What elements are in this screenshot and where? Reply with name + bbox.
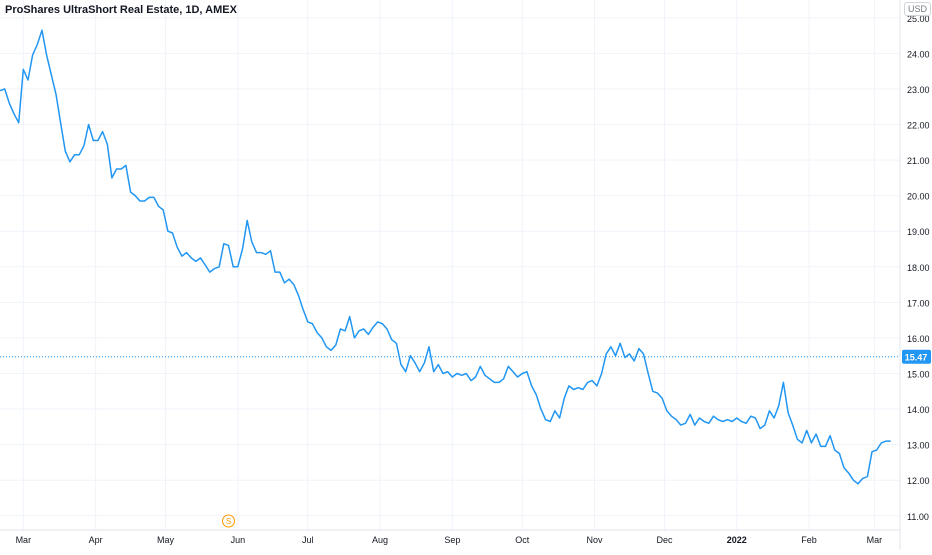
y-tick-label: 12.00 [907,476,930,486]
y-tick-label: 20.00 [907,192,930,202]
x-tick-label: Mar [867,535,883,545]
y-tick-label: 17.00 [907,298,930,308]
title-separator: , [199,4,206,16]
currency-badge[interactable]: USD [903,2,931,16]
x-tick-label: Sep [444,535,460,545]
x-tick-label: May [157,535,175,545]
x-tick-label: Mar [16,535,32,545]
y-tick-label: 16.00 [907,334,930,344]
y-tick-label: 15.00 [907,369,930,379]
y-tick-label: 18.00 [907,263,930,273]
dividend-marker-icon [221,514,235,528]
y-tick-label: 25.00 [907,14,930,24]
last-price-label: 15.47 [905,352,928,362]
x-tick-label: Dec [656,535,673,545]
x-tick-label: Feb [801,535,817,545]
x-tick-label: Aug [372,535,388,545]
chart-title: ProShares UltraShort Real Estate, 1D, AM… [5,4,237,16]
y-tick-label: 13.00 [907,441,930,451]
title-exchange: AMEX [205,4,237,16]
x-tick-label: 2022 [727,535,747,545]
y-tick-label: 19.00 [907,227,930,237]
title-separator: , [179,4,186,16]
x-tick-label: Jun [231,535,246,545]
y-tick-label: 23.00 [907,85,930,95]
last-price-label-bg [902,349,931,364]
y-tick-label: 22.00 [907,120,930,130]
x-tick-label: Apr [89,535,103,545]
price-series-line [0,29,891,485]
x-tick-label: Nov [587,535,604,545]
x-tick-label: Oct [515,535,530,545]
y-tick-label: 11.00 [907,512,929,522]
title-ticker: ProShares UltraShort Real Estate [5,4,180,16]
title-interval: 1D [185,4,200,16]
x-tick-label: Jul [302,535,314,545]
dividend-marker-label: S [226,517,231,526]
y-tick-label: 14.00 [907,405,930,415]
y-tick-label: 21.00 [907,156,930,166]
y-tick-label: 24.00 [907,49,930,59]
